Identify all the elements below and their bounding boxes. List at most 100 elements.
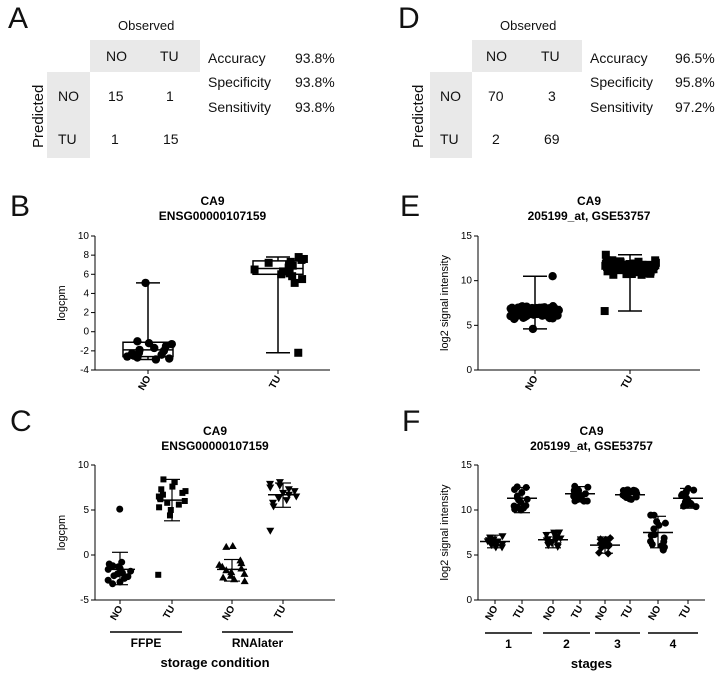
data-point xyxy=(661,519,669,527)
data-point xyxy=(167,507,174,513)
x-tick-label: TU xyxy=(677,604,693,621)
metric-value: 97.2% xyxy=(675,99,715,115)
data-point xyxy=(584,483,592,491)
row-header: TU xyxy=(440,131,459,147)
y-tick-label: -2 xyxy=(80,346,89,357)
data-point xyxy=(513,483,521,491)
panel-label-f: F xyxy=(402,405,421,438)
data-point xyxy=(266,527,275,535)
y-tick-label: 8 xyxy=(83,250,89,261)
metric-name: Accuracy xyxy=(208,50,266,66)
col-header: NO xyxy=(486,48,507,64)
matrix-cell: 70 xyxy=(488,88,504,104)
observed-label: Observed xyxy=(118,18,175,33)
group-label: 1 xyxy=(505,637,512,651)
data-point xyxy=(127,349,137,358)
y-tick-label: 5 xyxy=(466,550,472,561)
data-point xyxy=(141,278,150,288)
group-label: FFPE xyxy=(131,636,162,650)
x-tick-label: TU xyxy=(161,604,177,621)
metric-name: Sensitivity xyxy=(590,99,654,115)
data-point xyxy=(552,533,561,541)
data-point xyxy=(647,537,655,545)
matrix-cell: 15 xyxy=(108,88,124,104)
y-axis-label: log2 signal intensity xyxy=(439,255,451,352)
header-shading xyxy=(90,40,200,72)
data-point xyxy=(250,265,259,274)
data-point xyxy=(268,499,277,507)
x-tick-label: NO xyxy=(594,604,611,623)
y-tick-label: 0 xyxy=(466,365,472,376)
metric-value: 95.8% xyxy=(675,74,715,90)
data-point xyxy=(144,339,154,348)
row-header: TU xyxy=(58,131,77,147)
data-point xyxy=(171,479,178,486)
data-point xyxy=(625,260,634,269)
metric-value: 93.8% xyxy=(295,99,335,115)
data-point xyxy=(240,577,249,585)
data-point xyxy=(286,257,295,266)
x-tick-label: TU xyxy=(511,604,527,621)
chart-subtitle: ENSG00000107159 xyxy=(161,439,269,453)
data-point xyxy=(299,254,308,263)
row-shading xyxy=(47,72,90,158)
data-point xyxy=(226,571,235,579)
x-tick-label: NO xyxy=(109,604,126,623)
data-point xyxy=(155,571,162,578)
data-point xyxy=(237,559,246,567)
y-tick-label: 10 xyxy=(461,505,473,516)
data-point xyxy=(660,538,668,546)
y-tick-label: 6 xyxy=(83,269,89,280)
data-point xyxy=(552,537,561,545)
data-point xyxy=(222,542,231,550)
chart-title: CA9 xyxy=(203,424,227,438)
data-point xyxy=(298,275,307,284)
data-point xyxy=(606,534,615,543)
metric-name: Specificity xyxy=(208,74,272,90)
data-point xyxy=(266,484,275,492)
data-point xyxy=(266,480,275,488)
data-point xyxy=(498,541,507,549)
data-point xyxy=(522,502,530,510)
data-point xyxy=(489,536,498,544)
data-point xyxy=(542,531,551,539)
y-tick-label: 5 xyxy=(83,505,89,516)
matrix-cell: 1 xyxy=(111,131,119,147)
data-point xyxy=(627,270,636,279)
data-point xyxy=(182,488,189,495)
data-point xyxy=(655,521,663,529)
data-point xyxy=(120,574,128,582)
data-point xyxy=(269,503,278,511)
data-point xyxy=(627,495,635,503)
y-tick-label: 10 xyxy=(461,276,473,287)
metric-name: Accuracy xyxy=(590,50,648,66)
x-tick-label: TU xyxy=(272,604,288,621)
x-axis-label: storage condition xyxy=(160,655,269,670)
data-point xyxy=(165,354,174,363)
data-point xyxy=(181,498,188,504)
col-header: NO xyxy=(106,48,127,64)
row-shading xyxy=(430,72,472,158)
data-point xyxy=(167,339,176,349)
data-point xyxy=(290,488,299,496)
data-point xyxy=(135,345,144,355)
data-point xyxy=(603,267,612,276)
data-point xyxy=(513,503,521,511)
data-point xyxy=(294,253,303,262)
data-point xyxy=(158,486,165,493)
y-tick-label: -5 xyxy=(80,595,89,606)
metric-name: Sensitivity xyxy=(208,99,272,115)
data-point xyxy=(513,303,523,312)
data-point xyxy=(550,529,559,537)
data-point xyxy=(294,348,303,357)
row-header: NO xyxy=(440,88,461,104)
x-tick-label: TU xyxy=(619,374,635,391)
data-point xyxy=(151,355,161,364)
data-point xyxy=(228,542,237,549)
chart-subtitle: ENSG00000107159 xyxy=(159,209,267,223)
data-point xyxy=(219,573,228,581)
y-tick-label: -4 xyxy=(80,365,89,376)
data-point xyxy=(166,512,173,519)
y-tick-label: 0 xyxy=(83,327,89,338)
